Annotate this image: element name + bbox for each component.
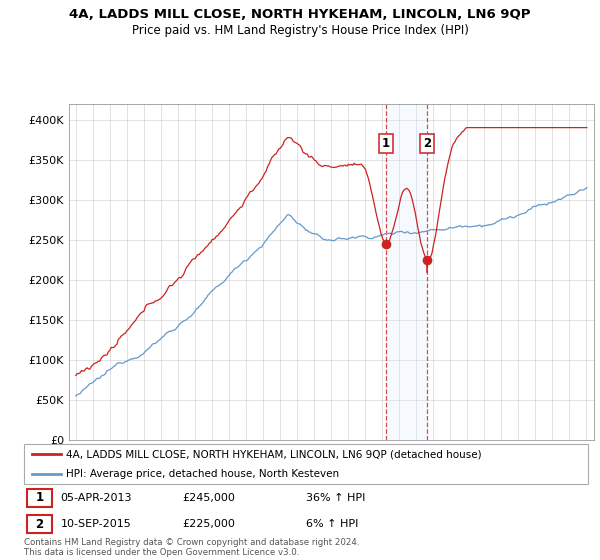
Bar (386, 104, 427, 440)
Text: 36% ↑ HPI: 36% ↑ HPI (306, 493, 365, 503)
Text: Price paid vs. HM Land Registry's House Price Index (HPI): Price paid vs. HM Land Registry's House … (131, 24, 469, 36)
FancyBboxPatch shape (27, 489, 52, 507)
Text: Contains HM Land Registry data © Crown copyright and database right 2024.
This d: Contains HM Land Registry data © Crown c… (24, 538, 359, 557)
Text: 1: 1 (382, 137, 390, 151)
Text: 6% ↑ HPI: 6% ↑ HPI (306, 519, 358, 529)
Text: HPI: Average price, detached house, North Kesteven: HPI: Average price, detached house, Nort… (66, 469, 340, 479)
Text: 10-SEP-2015: 10-SEP-2015 (61, 519, 131, 529)
Text: £225,000: £225,000 (182, 519, 235, 529)
Text: 05-APR-2013: 05-APR-2013 (61, 493, 132, 503)
FancyBboxPatch shape (24, 444, 588, 484)
FancyBboxPatch shape (27, 515, 52, 533)
Text: £245,000: £245,000 (182, 493, 235, 503)
Text: 2: 2 (423, 137, 431, 151)
Text: 4A, LADDS MILL CLOSE, NORTH HYKEHAM, LINCOLN, LN6 9QP: 4A, LADDS MILL CLOSE, NORTH HYKEHAM, LIN… (69, 8, 531, 21)
Text: 1: 1 (35, 491, 44, 504)
Text: 2: 2 (35, 518, 44, 531)
Text: 4A, LADDS MILL CLOSE, NORTH HYKEHAM, LINCOLN, LN6 9QP (detached house): 4A, LADDS MILL CLOSE, NORTH HYKEHAM, LIN… (66, 449, 482, 459)
